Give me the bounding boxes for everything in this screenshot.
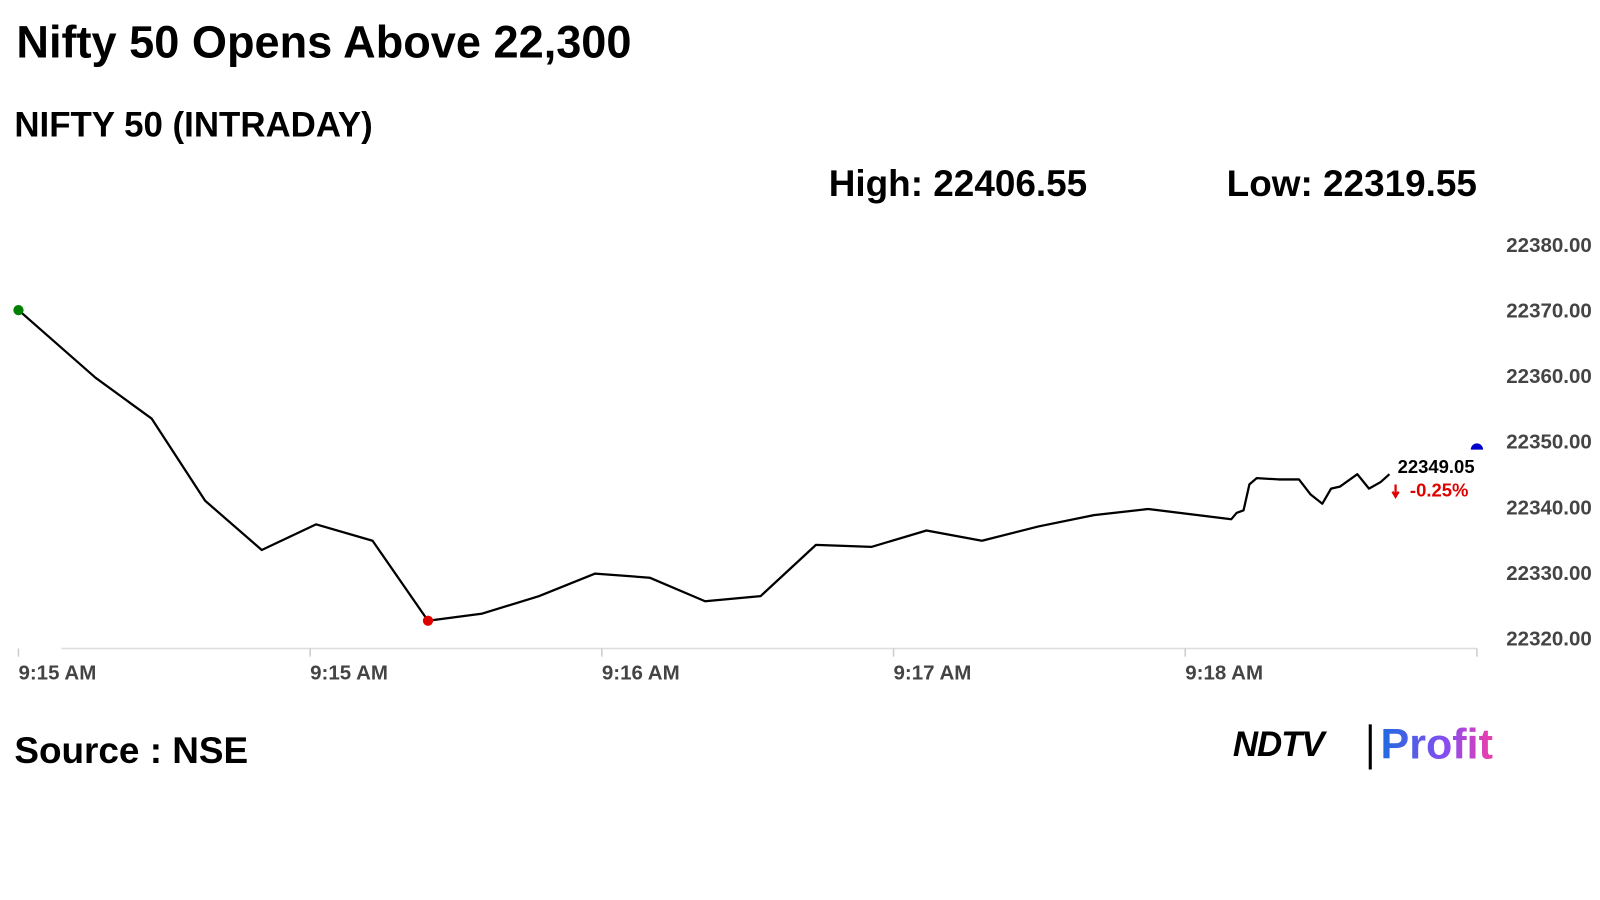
- start-marker: [13, 304, 24, 316]
- logo-brand: NDTV: [1233, 725, 1328, 764]
- x-tick-label: 9:15 AM: [18, 662, 96, 685]
- y-tick-label: 22350.00: [1506, 431, 1592, 454]
- low-label: Low:: [1227, 163, 1313, 204]
- last-marker: [1470, 443, 1484, 450]
- source: Source : NSE: [14, 730, 248, 771]
- change-label: -0.25%: [1410, 479, 1468, 500]
- last-value-label: 22349.05: [1398, 456, 1475, 477]
- x-tick-label: 9:16 AM: [602, 662, 680, 685]
- y-tick-label: 22330.00: [1506, 562, 1592, 585]
- high-label: High:: [829, 163, 923, 204]
- down-arrow: [1391, 484, 1400, 499]
- y-tick-label: 22320.00: [1506, 628, 1592, 651]
- y-tick-label: 22380.00: [1506, 234, 1592, 257]
- chart-subtitle: NIFTY 50 (INTRADAY): [14, 106, 372, 145]
- low-text: Low: 22319.55: [1227, 163, 1477, 204]
- y-tick-label: 22360.00: [1506, 365, 1592, 388]
- high-value: 22406.55: [933, 163, 1087, 204]
- low-value: 22319.55: [1323, 163, 1477, 204]
- high-text: High: 22406.55: [829, 163, 1088, 204]
- chart-title: Nifty 50 Opens Above 22,300: [16, 16, 631, 67]
- x-tick-label: 9:18 AM: [1185, 662, 1263, 685]
- price-line: [17, 309, 1391, 622]
- low-marker: [422, 615, 434, 626]
- x-tick-label: 9:15 AM: [310, 662, 388, 685]
- y-tick-label: 22370.00: [1506, 299, 1592, 322]
- logo-product: Profit: [1381, 720, 1493, 768]
- x-tick-label: 9:17 AM: [894, 662, 972, 685]
- y-tick-label: 22340.00: [1506, 496, 1592, 519]
